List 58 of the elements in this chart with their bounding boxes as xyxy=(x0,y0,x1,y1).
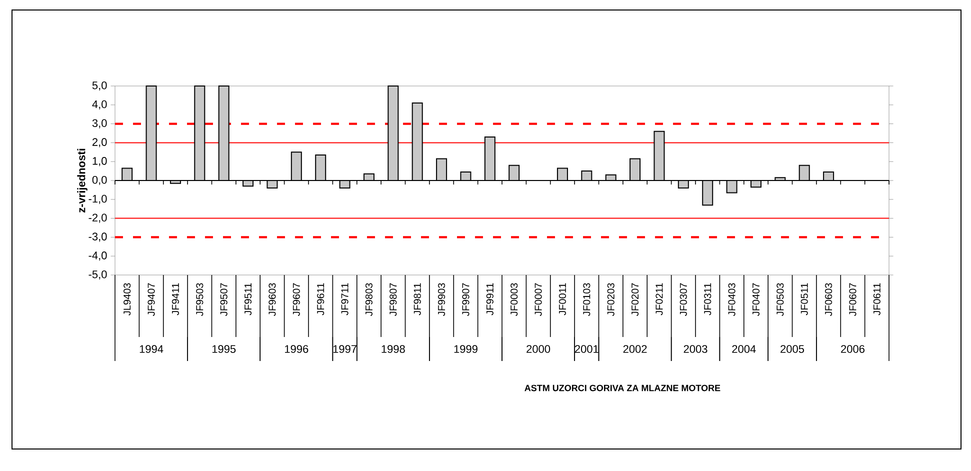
x-tick-label: JF0207 xyxy=(631,283,639,316)
x-tick-label: JF9907 xyxy=(462,283,470,316)
x-tick-label: JF9911 xyxy=(486,283,494,316)
x-tick-label: JF0311 xyxy=(704,283,712,316)
y-tick-label: -3,0 xyxy=(88,232,107,242)
text: 2000 xyxy=(526,345,550,353)
y-tick-label: 3,0 xyxy=(92,119,107,128)
text: 1994 xyxy=(140,345,164,353)
x-tick-label: JF0007 xyxy=(534,283,542,316)
x-tick-label: JF9903 xyxy=(438,283,446,316)
x-tick-label: JF0611 xyxy=(873,283,880,316)
x-tick-label: JF0003 xyxy=(510,283,518,316)
text: 1999 xyxy=(454,345,478,353)
x-tick-label: JF9407 xyxy=(148,283,155,316)
x-tick-label: JL9403 xyxy=(124,283,131,316)
text: 2006 xyxy=(841,345,864,353)
text: 1995 xyxy=(212,345,236,353)
x-tick-label: JF0103 xyxy=(583,283,590,316)
x-tick-label: JF0403 xyxy=(728,283,736,316)
text: 2003 xyxy=(684,345,708,353)
text: 2004 xyxy=(732,345,756,353)
y-axis-title: z-vrijednosti xyxy=(77,148,88,212)
text: 2002 xyxy=(623,345,647,353)
y-tick-label: -5,0 xyxy=(88,270,107,280)
x-tick-label: JF9503 xyxy=(196,283,204,316)
text: 1997 xyxy=(333,345,356,353)
text: ASTM UZORCI GORIVA ZA MLAZNE MOTORE xyxy=(524,384,720,392)
y-tick-label: 2,0 xyxy=(92,138,107,148)
y-tick-label: 5,0 xyxy=(92,81,107,91)
y-tick-label: -1,0 xyxy=(88,194,107,204)
y-tick-label: 4,0 xyxy=(92,100,107,110)
x-tick-label: JF0203 xyxy=(607,283,614,316)
text: 1996 xyxy=(285,345,308,353)
x-tick-label: JF0503 xyxy=(776,283,784,316)
text: 2005 xyxy=(780,345,804,353)
x-tick-label: JF0307 xyxy=(680,283,687,316)
y-tick-label: -4,0 xyxy=(88,252,107,261)
x-tick-label: JF9611 xyxy=(317,283,324,316)
x-tick-label: JF9811 xyxy=(414,283,421,316)
x-tick-label: JF9411 xyxy=(172,283,180,316)
x-tick-label: JF0407 xyxy=(752,283,760,316)
x-tick-label: JF9603 xyxy=(268,283,276,316)
x-tick-label: JF0011 xyxy=(558,283,566,316)
text: 1998 xyxy=(382,345,405,353)
x-tick-label: JF9507 xyxy=(220,283,228,316)
x-tick-label: JF9607 xyxy=(292,283,300,316)
y-tick-label: 1,0 xyxy=(92,157,107,166)
x-tick-label: JF0211 xyxy=(656,283,663,316)
x-tick-label: JF0511 xyxy=(800,283,808,316)
x-tick-label: JF9807 xyxy=(390,283,397,316)
y-tick-label: -2,0 xyxy=(88,214,107,223)
x-tick-label: JF9803 xyxy=(365,283,373,316)
x-tick-label: JF9711 xyxy=(341,283,348,316)
x-tick-label: JF9511 xyxy=(244,283,252,316)
y-tick-label: 0,0 xyxy=(92,176,107,186)
text: 2001 xyxy=(574,345,598,353)
x-tick-label: JF0603 xyxy=(824,283,832,316)
x-tick-label: JF0607 xyxy=(849,283,856,316)
